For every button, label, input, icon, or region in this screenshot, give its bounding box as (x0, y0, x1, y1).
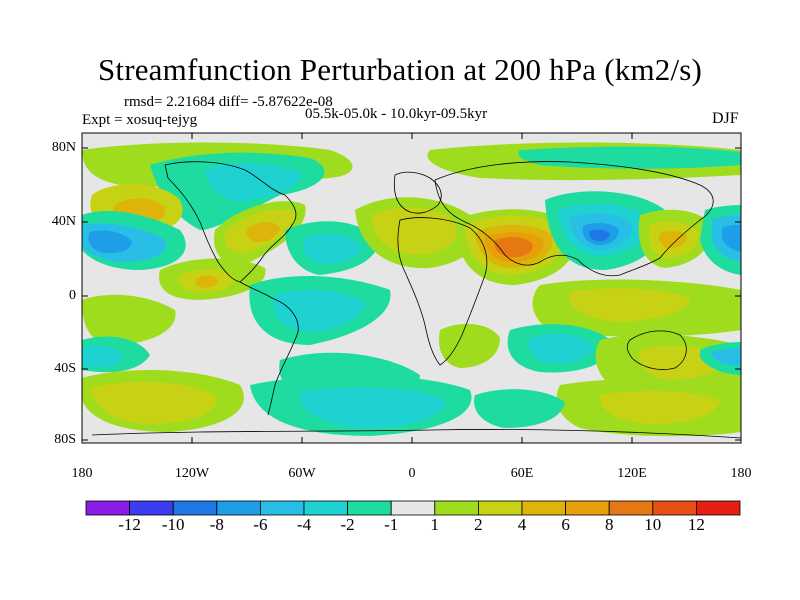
colorbar-label: 1 (430, 515, 440, 534)
colorbar-box (390, 500, 436, 516)
season-label: DJF (712, 110, 739, 127)
colorbar-label: 8 (604, 515, 614, 534)
colorbar-box (652, 500, 697, 516)
colorbar-label: -4 (296, 515, 312, 534)
colorbar-box (259, 500, 305, 516)
contour-yellow-europe (371, 207, 457, 255)
contour-blue-pacific-low (88, 230, 132, 254)
axis-ticks (82, 133, 741, 443)
lon-tick-180w: 180 (71, 466, 93, 481)
colorbar-label: -10 (161, 515, 185, 534)
colorbar-label: 2 (474, 515, 483, 534)
contour-orange-na (246, 222, 280, 243)
lon-tick-0: 0 (408, 466, 416, 481)
colorbar-box (216, 500, 261, 516)
contour-cyan-atlantic (303, 234, 362, 264)
colorbar-box (696, 500, 741, 516)
colorbar-label: 10 (644, 515, 662, 534)
contour-orange-tropical-pacific (195, 275, 219, 288)
contour-cyan-north (205, 163, 301, 202)
colorbar-box (303, 500, 348, 516)
colorbar-label: -8 (209, 515, 224, 534)
contour-cyan-tropics-atlantic (274, 289, 365, 332)
contour-cyan-seastpac (712, 348, 741, 366)
colorbar-label: -12 (118, 515, 141, 534)
plot-title: Streamfunction Perturbation at 200 hPa (… (97, 52, 703, 87)
lon-tick-60w: 60W (288, 466, 316, 481)
lon-tick-120e: 120E (617, 466, 647, 481)
contour-darkblue-asia (589, 229, 610, 242)
contour-teal-southern-east (474, 389, 565, 428)
lon-tick-120w: 120W (174, 466, 210, 481)
colorbar-box (85, 500, 130, 516)
contour-yellow-southern-east (599, 390, 720, 424)
colorbar-box (172, 500, 218, 516)
colorbar-box (565, 500, 610, 516)
colorbar-label: -2 (340, 515, 355, 534)
lat-tick-40n: 40N (51, 214, 76, 229)
lat-tick-40s: 40S (54, 361, 76, 376)
colorbar-box (521, 500, 566, 516)
colorbar-box (434, 500, 479, 516)
lon-tick-60e: 60E (510, 466, 534, 481)
contour-cyan-sindian (528, 333, 594, 364)
colorbar-label: 12 (687, 515, 705, 534)
field-layer (82, 133, 741, 443)
period-label: 05.5k-05.0k - 10.0kyr-09.5kyr (305, 106, 488, 122)
contour-cyan-southern-mid (299, 387, 445, 428)
contour-yellow-indian (569, 288, 690, 322)
colorbar-label: 4 (517, 515, 527, 534)
experiment-label: Expt = xosuq-tejyg (82, 112, 198, 128)
lat-tick-0: 0 (69, 288, 76, 303)
colorbar (85, 500, 741, 516)
colorbar-box (129, 500, 174, 516)
colorbar-label: -6 (253, 515, 268, 534)
colorbar-box (347, 500, 392, 516)
contour-green-sepac (82, 294, 176, 345)
coastlines (91, 161, 741, 439)
contour-cyan-sepac (82, 345, 124, 368)
contour-blue-fareast (722, 224, 741, 252)
lon-tick-180e: 180 (730, 466, 752, 481)
contour-darkorange-mideast (494, 236, 533, 258)
colorbar-label: -1 (384, 515, 399, 534)
contour-gold-wpac (658, 230, 687, 249)
lat-tick-80s: 80S (54, 432, 76, 447)
contour-yellow-southern-west (90, 381, 217, 424)
colorbar-box (477, 500, 523, 516)
contour-green-safrica (438, 323, 500, 368)
colorbar-label: 6 (561, 515, 570, 534)
lat-tick-80n: 80N (51, 140, 76, 155)
contour-teal-arctic (518, 146, 741, 169)
colorbar-box (608, 500, 654, 516)
stats-line: rmsd= 2.21684 diff= -5.87622e-08 (124, 94, 333, 110)
